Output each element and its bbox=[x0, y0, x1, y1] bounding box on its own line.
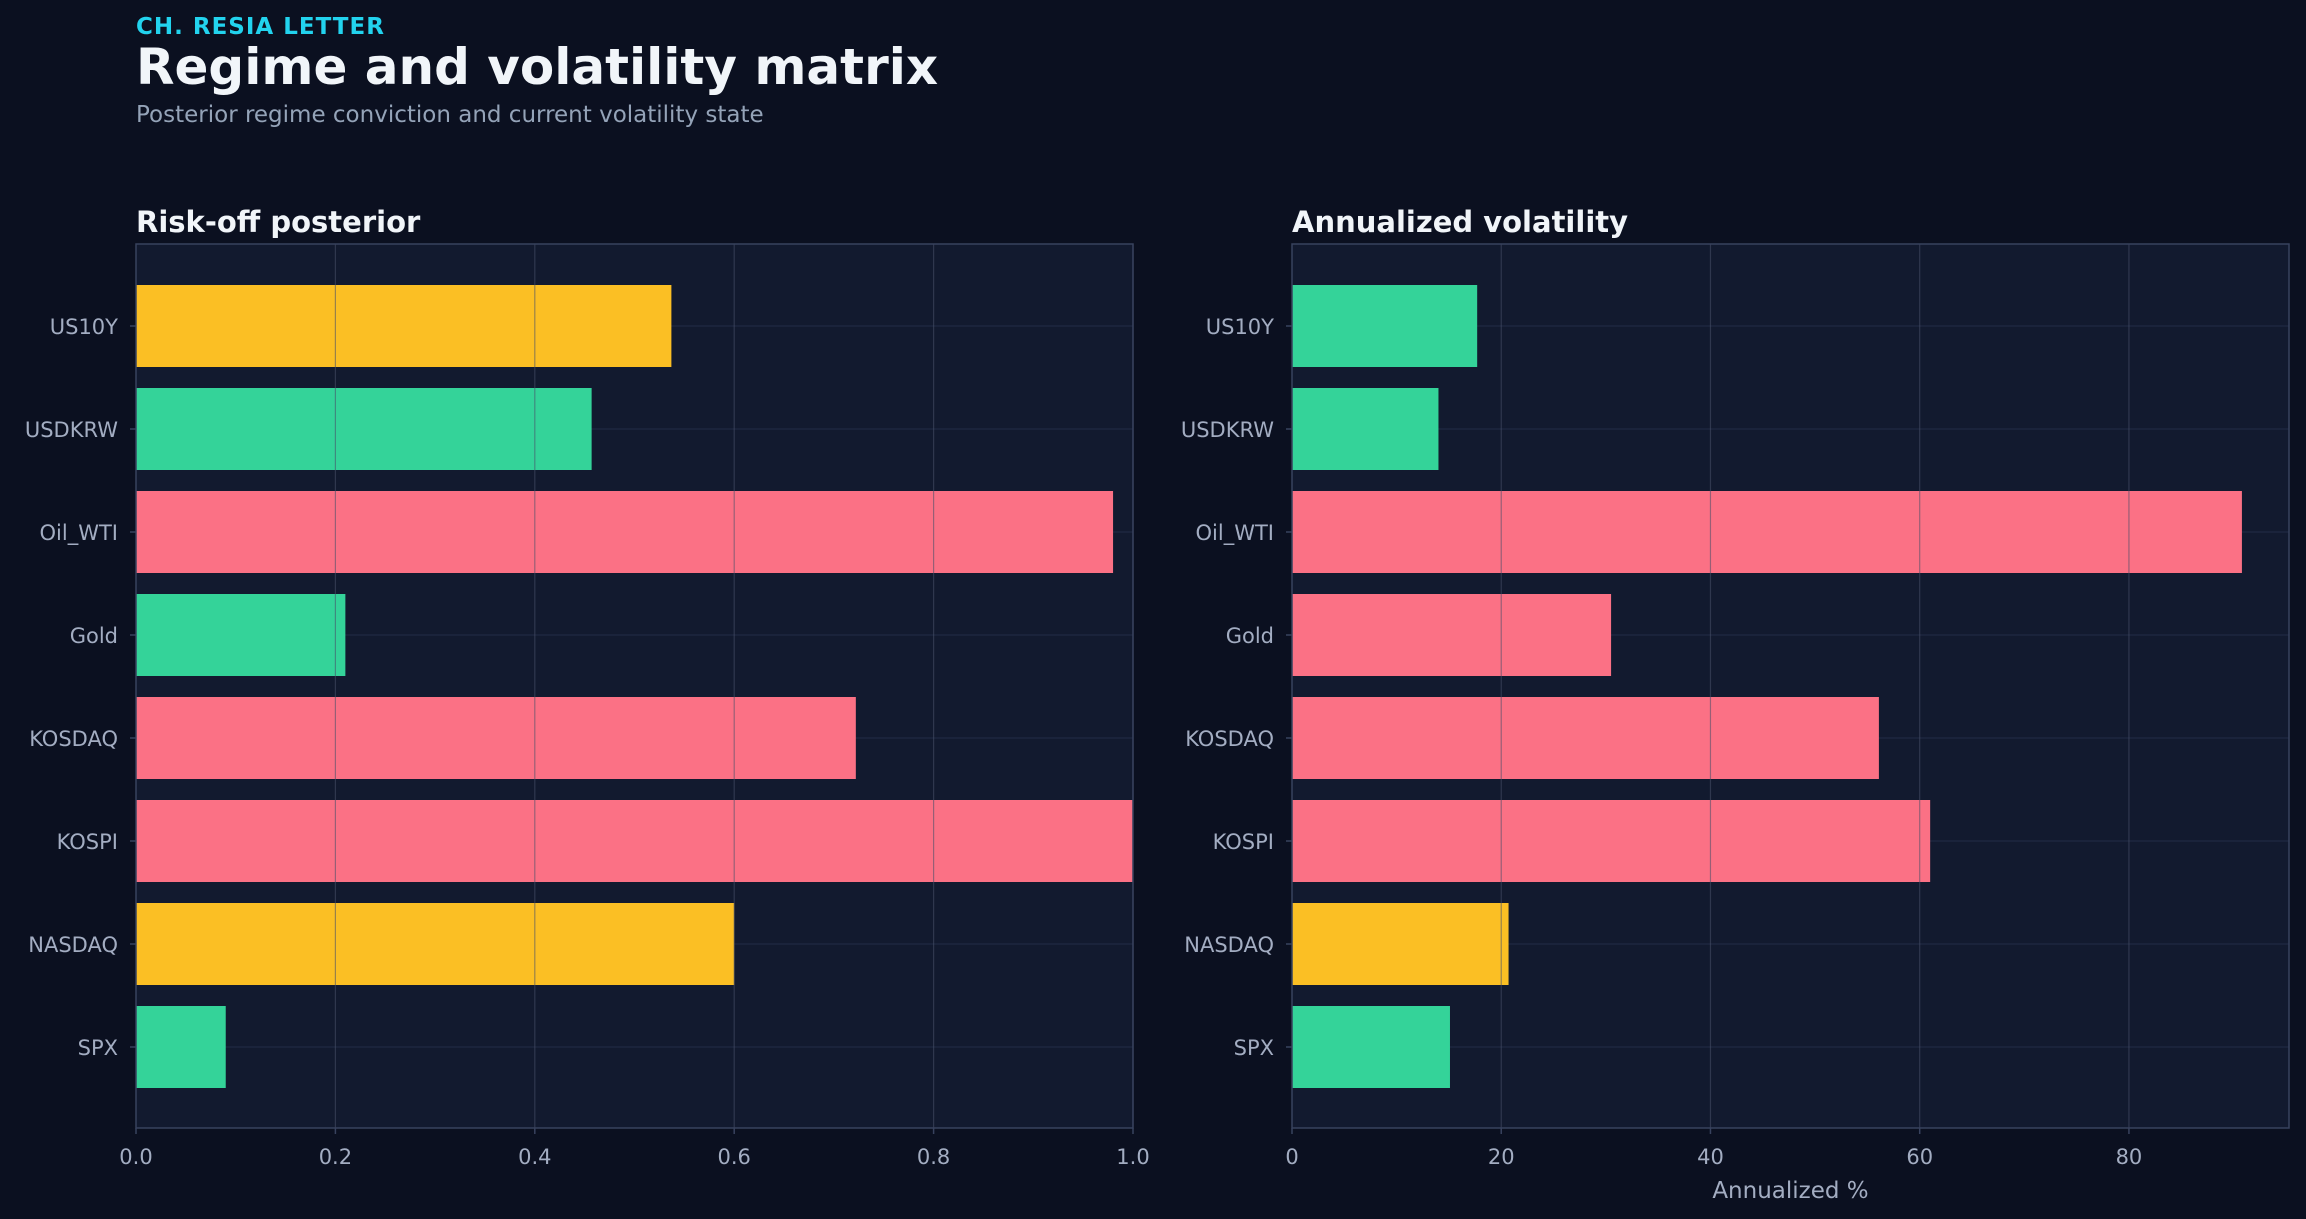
chart-panel-1: Risk-off posterior US10Y USDKRW Oil_WTI Gold… bbox=[25, 205, 1150, 1169]
y-tick-label: USDKRW bbox=[1181, 418, 1274, 442]
x-tick-label: 0 bbox=[1285, 1145, 1298, 1169]
plot-border bbox=[1291, 243, 2290, 1129]
y-tick-label: KOSPI bbox=[57, 830, 118, 854]
x-tick-label: 0.6 bbox=[717, 1145, 750, 1169]
x-tick-label: 40 bbox=[1697, 1145, 1724, 1169]
plot-area bbox=[1292, 244, 2289, 1128]
bar-us10y bbox=[136, 285, 672, 367]
bar-spx bbox=[136, 1006, 226, 1088]
x-tick-label: 0.8 bbox=[917, 1145, 950, 1169]
bar-spx bbox=[1292, 1006, 1450, 1088]
plot-area bbox=[136, 244, 1133, 1128]
bar-us10y bbox=[1292, 285, 1478, 367]
bar-oil-wti bbox=[136, 491, 1114, 573]
y-tick-label: US10Y bbox=[50, 315, 118, 339]
y-tick-label: KOSDAQ bbox=[29, 727, 118, 751]
bar-kospi bbox=[136, 800, 1133, 882]
x-axis-label: Annualized % bbox=[1712, 1178, 1868, 1204]
bar-nasdaq bbox=[136, 903, 735, 985]
bar-kospi bbox=[1292, 800, 1931, 882]
x-tick-label: 60 bbox=[1906, 1145, 1933, 1169]
chart-title: Annualized volatility bbox=[1292, 205, 1628, 239]
x-tick-label: 0.2 bbox=[319, 1145, 352, 1169]
y-tick-label: Oil_WTI bbox=[40, 521, 118, 546]
y-tick-label: KOSPI bbox=[1213, 830, 1274, 854]
y-tick-label: KOSDAQ bbox=[1185, 727, 1274, 751]
chart-title: Risk-off posterior bbox=[136, 205, 421, 239]
x-tick-label: 20 bbox=[1488, 1145, 1515, 1169]
x-tick-label: 1.0 bbox=[1116, 1145, 1149, 1169]
chart-panel-2: Annualized volatility US10Y USDKRW Oil_WTI G… bbox=[1181, 205, 2290, 1204]
bar-kosdaq bbox=[1292, 697, 1879, 779]
y-tick-label: Oil_WTI bbox=[1196, 521, 1274, 546]
page-subtitle: Posterior regime conviction and current … bbox=[136, 102, 764, 128]
kicker-label: CH. RESIA LETTER bbox=[136, 14, 385, 40]
x-tick-label: 0.0 bbox=[119, 1145, 152, 1169]
plot-border bbox=[135, 243, 1134, 1129]
bar-gold bbox=[1292, 594, 1612, 676]
x-tick-label: 0.4 bbox=[518, 1145, 551, 1169]
y-tick-label: SPX bbox=[1234, 1036, 1274, 1060]
page-title: Regime and volatility matrix bbox=[136, 38, 939, 96]
y-tick-label: Gold bbox=[1226, 624, 1274, 648]
y-tick-label: SPX bbox=[78, 1036, 118, 1060]
bar-gold bbox=[136, 594, 346, 676]
bar-usdkrw bbox=[1292, 388, 1439, 470]
y-tick-label: US10Y bbox=[1206, 315, 1274, 339]
y-tick-label: NASDAQ bbox=[1184, 933, 1274, 957]
y-tick-label: NASDAQ bbox=[28, 933, 118, 957]
x-tick-label: 80 bbox=[2116, 1145, 2143, 1169]
bar-nasdaq bbox=[1292, 903, 1509, 985]
bar-kosdaq bbox=[136, 697, 856, 779]
bar-oil-wti bbox=[1292, 491, 2242, 573]
bar-usdkrw bbox=[136, 388, 592, 470]
y-tick-label: Gold bbox=[70, 624, 118, 648]
y-tick-label: USDKRW bbox=[25, 418, 118, 442]
